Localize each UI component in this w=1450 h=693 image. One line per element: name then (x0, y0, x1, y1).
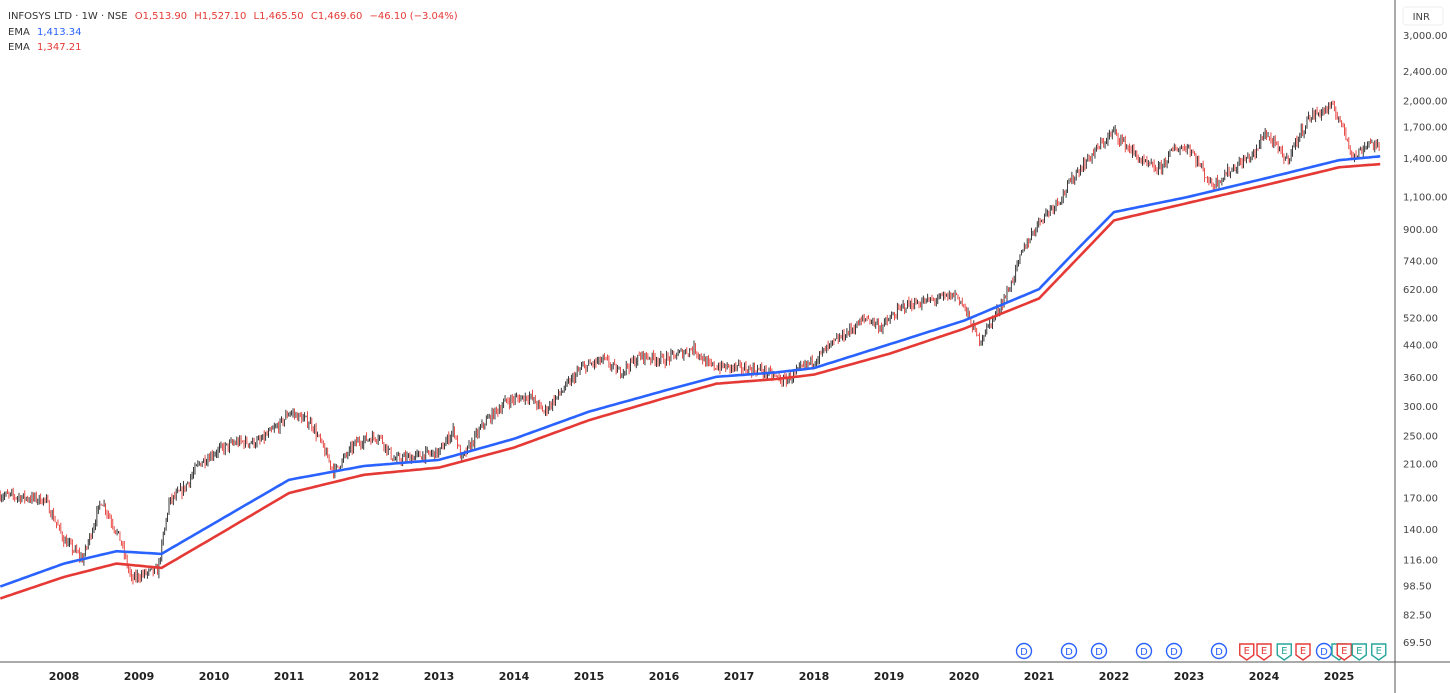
price-tick-label: 300.00 (1403, 402, 1438, 413)
dividend-marker-label: D (1215, 647, 1223, 658)
earnings-marker-label: E (1281, 646, 1287, 657)
change-value: −46.10 (−3.04%) (369, 11, 458, 22)
earnings-marker (1239, 643, 1255, 661)
price-tick-label: 740.00 (1403, 257, 1438, 268)
price-tick-label: 250.00 (1403, 432, 1438, 443)
time-tick-label: 2025 (1324, 670, 1355, 683)
symbol-title[interactable]: INFOSYS LTD · 1W · NSE (8, 11, 128, 22)
time-tick-label: 2017 (724, 670, 755, 683)
time-tick-label: 2015 (574, 670, 605, 683)
price-tick-label: 116.00 (1403, 555, 1438, 566)
time-tick-label: 2022 (1099, 670, 1130, 683)
ema-lines (0, 155, 1381, 600)
price-tick-label: 170.00 (1403, 494, 1438, 505)
time-tick-label: 2010 (199, 670, 230, 683)
dividend-marker-label: D (1320, 647, 1328, 658)
price-tick-label: 3,000.00 (1403, 31, 1448, 42)
ema-line (0, 155, 1381, 588)
price-tick-label: 2,400.00 (1403, 67, 1448, 78)
earnings-marker-label: E (1300, 646, 1306, 657)
time-tick-label: 2014 (499, 670, 530, 683)
price-tick-label: 2,000.00 (1403, 96, 1448, 107)
time-tick-label: 2020 (949, 670, 980, 683)
earnings-marker (1276, 643, 1292, 661)
time-tick-label: 2018 (799, 670, 830, 683)
price-tick-label: 69.50 (1403, 638, 1432, 649)
price-axis[interactable]: INR 3,000.00 2,400.00 2,000.00 1,700.00 1,40… (1402, 6, 1448, 649)
price-tick-label: 620.00 (1403, 285, 1438, 296)
dividend-marker-label: D (1170, 647, 1178, 658)
time-tick-label: 2019 (874, 670, 905, 683)
price-tick-label: 140.00 (1403, 525, 1438, 536)
earnings-marker-label: E (1356, 646, 1362, 657)
time-tick-label: 2012 (349, 670, 380, 683)
time-tick-label: 2024 (1249, 670, 1280, 683)
ema-label: EMA (8, 42, 30, 53)
dividend-marker (1060, 642, 1078, 660)
dividend-marker (1210, 642, 1228, 660)
high-value: H1,527.10 (194, 11, 247, 22)
currency-badge[interactable] (1402, 6, 1444, 26)
time-tick-label: 2023 (1174, 670, 1205, 683)
earnings-marker-label: E (1244, 646, 1250, 657)
ema-value: 1,413.34 (36, 26, 82, 38)
price-tick-label: 1,400.00 (1403, 154, 1448, 165)
price-tick-label: 210.00 (1403, 460, 1438, 471)
earnings-marker (1295, 643, 1311, 661)
earnings-marker-label: E (1376, 646, 1382, 657)
time-tick-label: 2009 (124, 670, 155, 683)
earnings-marker (1351, 643, 1367, 661)
price-tick-label: 1,100.00 (1403, 193, 1448, 204)
earnings-marker (1336, 643, 1352, 661)
close-value: C1,469.60 (310, 11, 363, 22)
dividend-marker (1015, 642, 1033, 660)
price-tick-label: 82.50 (1403, 610, 1432, 621)
earnings-marker-label: E (1341, 646, 1347, 657)
earnings-marker (1371, 643, 1387, 661)
time-tick-label: 2021 (1024, 670, 1055, 683)
event-markers: DDDDDDEEEEDEEEE (1015, 642, 1387, 661)
earnings-marker-label: E (1261, 646, 1267, 657)
low-value: L1,465.50 (253, 11, 304, 22)
price-tick-label: 900.00 (1403, 225, 1438, 236)
price-tick-label: 360.00 (1403, 373, 1438, 384)
ohlc-row: INFOSYS LTD · 1W · NSE O1,513.90 H1,527.… (8, 9, 458, 25)
dividend-marker (1135, 642, 1153, 660)
earnings-marker (1256, 643, 1272, 661)
time-tick-label: 2013 (424, 670, 455, 683)
price-tick-label: 440.00 (1403, 340, 1438, 351)
dividend-marker (1090, 642, 1108, 660)
time-tick-label: 2011 (274, 670, 305, 683)
price-tick-label: 1,700.00 (1403, 123, 1448, 134)
dividend-marker-label: D (1065, 647, 1073, 658)
ema-label: EMA (8, 26, 30, 38)
time-tick-label: 2008 (49, 670, 80, 683)
open-value: O1,513.90 (134, 11, 188, 22)
dividend-marker-label: D (1095, 647, 1103, 658)
dividend-marker (1165, 642, 1183, 660)
chart-legend: INFOSYS LTD · 1W · NSE O1,513.90 H1,527.… (8, 9, 458, 56)
candles (0, 100, 1380, 585)
ema-blue-row[interactable]: EMA 1,413.34 (8, 25, 458, 41)
ema-red-row[interactable]: EMA 1,347.21 (8, 40, 458, 56)
dividend-marker-label: D (1020, 647, 1028, 658)
dividend-marker-label: D (1140, 647, 1148, 658)
price-tick-label: 520.00 (1403, 314, 1438, 325)
ema-line (0, 162, 1381, 600)
price-tick-label: 98.50 (1403, 582, 1432, 593)
currency-label: INR (1413, 12, 1430, 23)
ema-value: 1,347.21 (36, 42, 82, 53)
time-axis[interactable]: 2008 2009 2010 2011 2012 2013 2014 2015 2016 2017… (49, 670, 1355, 683)
time-tick-label: 2016 (649, 670, 680, 683)
